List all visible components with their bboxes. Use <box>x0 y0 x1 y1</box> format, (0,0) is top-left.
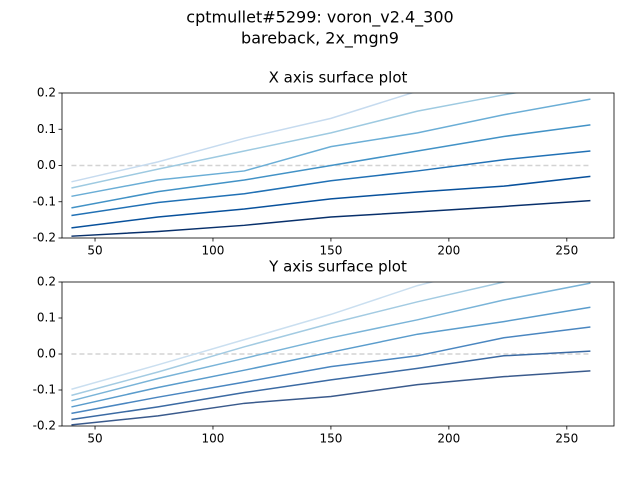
figure-subtitle: bareback, 2x_mgn9 <box>241 29 399 49</box>
series-line <box>71 93 415 183</box>
series-line <box>71 124 591 209</box>
x-tick-label: 200 <box>437 244 460 258</box>
series-line <box>71 350 591 421</box>
series-line <box>71 199 591 237</box>
y-tick-label: 0.0 <box>37 347 56 361</box>
series-line <box>71 282 508 397</box>
series-line <box>71 282 435 391</box>
chart-title: X axis surface plot <box>269 69 408 87</box>
x-tick-label: 200 <box>437 432 460 446</box>
figure-title: cptmullet#5299: voron_v2.4_300 <box>186 8 453 28</box>
y-tick-label: -0.2 <box>33 231 56 245</box>
y-tick-label: 0.2 <box>37 86 56 100</box>
plot-area <box>71 282 591 426</box>
x-tick-label: 150 <box>319 432 342 446</box>
x-tick-label: 100 <box>202 244 225 258</box>
series-line <box>71 306 591 408</box>
series-line <box>71 98 591 198</box>
series-line <box>71 93 520 189</box>
series-line <box>71 282 591 402</box>
x-tick-label: 150 <box>319 244 342 258</box>
chart-title: Y axis surface plot <box>268 258 407 276</box>
y-tick-label: 0.0 <box>37 158 56 172</box>
x-tick-label: 50 <box>87 432 102 446</box>
y-tick-label: 0.1 <box>37 311 56 325</box>
plot-area <box>71 93 591 237</box>
y-tick-label: 0.1 <box>37 122 56 136</box>
series-line <box>71 150 591 217</box>
y-tick-label: 0.2 <box>37 275 56 289</box>
x-tick-label: 250 <box>555 244 578 258</box>
series-line <box>71 175 591 229</box>
x-tick-label: 50 <box>87 244 102 258</box>
series-line <box>71 326 591 415</box>
y-tick-label: -0.1 <box>33 194 56 208</box>
x-tick-label: 250 <box>555 432 578 446</box>
x-tick-label: 100 <box>202 432 225 446</box>
y-tick-label: -0.2 <box>33 419 56 433</box>
y-tick-label: -0.1 <box>33 383 56 397</box>
series-line <box>71 370 591 426</box>
